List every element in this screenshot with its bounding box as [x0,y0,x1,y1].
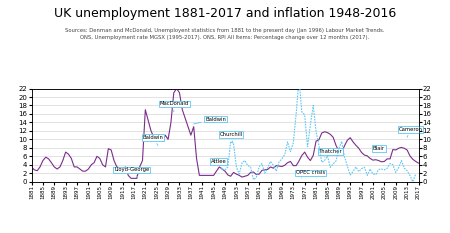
Text: Baldwin: Baldwin [194,116,226,124]
Text: UK unemployment 1881-2017 and inflation 1948-2016: UK unemployment 1881-2017 and inflation … [54,7,396,20]
Text: Baldwin: Baldwin [143,135,163,146]
Text: Thatcher: Thatcher [319,149,342,157]
Text: Attlee: Attlee [211,159,226,170]
Text: OPEC crisis: OPEC crisis [296,170,325,178]
Text: Lloyd-George: Lloyd-George [114,168,149,177]
Text: Blair: Blair [373,146,385,151]
Text: Cameron: Cameron [399,127,423,137]
Text: MacDonald: MacDonald [160,101,189,112]
Text: Churchill: Churchill [219,132,243,143]
Text: Sources: Denman and McDonald, Unemployent statistics from 1881 to the present da: Sources: Denman and McDonald, Unemployen… [65,28,385,40]
